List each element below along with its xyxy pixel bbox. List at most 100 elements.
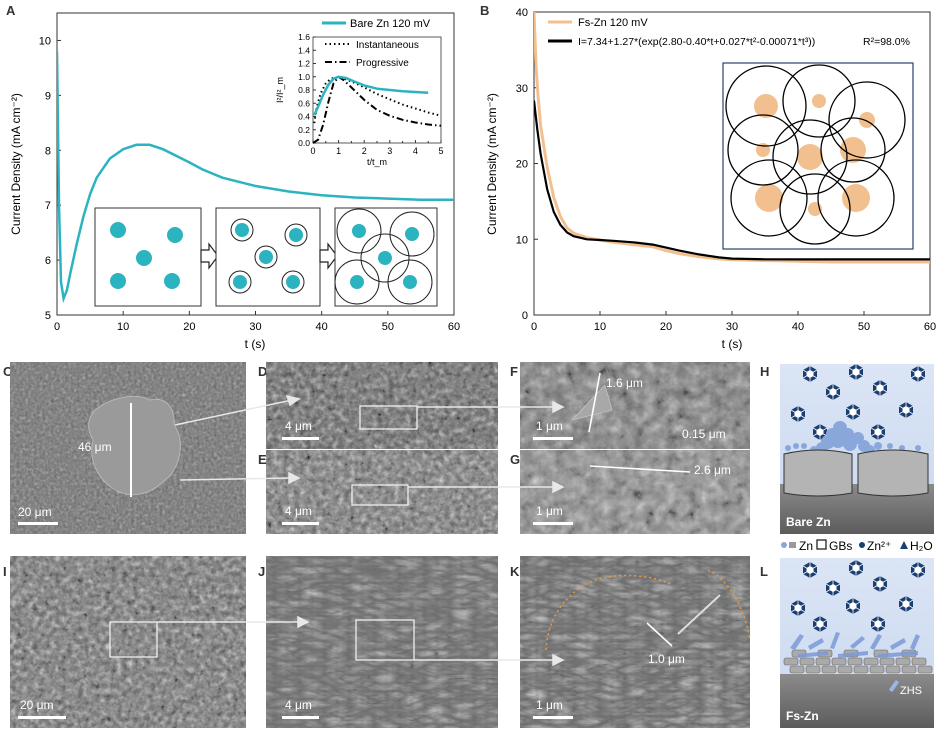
growth-circle	[254, 245, 278, 269]
x-tick-label: 40	[316, 321, 328, 333]
nucleus-dot	[350, 275, 364, 289]
scalebar-e	[282, 522, 319, 525]
growth-circle	[230, 218, 254, 242]
arrow-right-icon	[200, 242, 219, 270]
growth-circle	[727, 114, 799, 186]
legend-h2o: H₂O	[910, 539, 933, 553]
panel-label-h: H	[760, 364, 770, 379]
x-tick-label: 50	[382, 321, 394, 333]
inset-ylabel: I²/I²_m	[275, 77, 285, 103]
nucleus-dot	[167, 227, 183, 243]
sem-g-measure: 2.6 μm	[694, 463, 731, 477]
growth-circle	[336, 208, 382, 254]
inset-x-tick-label: 5	[438, 146, 443, 156]
gbs-icon	[816, 539, 827, 550]
nanorod	[677, 594, 721, 635]
y-tick-label: 20	[516, 159, 528, 171]
nucleus-dot	[110, 222, 126, 238]
chart-b-series-fit	[534, 100, 930, 261]
x-tick-label: 60	[448, 321, 460, 333]
sem-image-c	[10, 362, 246, 534]
zoom-box	[359, 405, 418, 430]
inset-y-tick-label: 1.6	[298, 32, 310, 42]
inset-x-tick-label: 4	[413, 146, 418, 156]
schematic-l-zhs: ZHS	[900, 685, 922, 697]
x-tick-label: 20	[660, 321, 672, 333]
nucleation-schematic-b	[722, 62, 914, 250]
chart-b-xlabel: t (s)	[722, 337, 743, 351]
panel-label-b: B	[480, 3, 490, 18]
schematic-l-fs-zn: ZHS Fs-Zn	[780, 558, 934, 728]
nucleus-dot	[233, 275, 247, 289]
outline-dashed	[707, 569, 751, 641]
growth-circle	[828, 81, 906, 159]
sem-f-measure-2: 0.15 μm	[682, 427, 726, 441]
panel-label-k: K	[510, 564, 520, 579]
zoom-box	[355, 619, 415, 661]
chart-b-series-fs-zn	[534, 12, 930, 264]
y-tick-label: 8	[45, 145, 51, 157]
x-tick-label: 30	[726, 321, 738, 333]
x-tick-label: 40	[792, 321, 804, 333]
inset-y-tick-label: 0.0	[298, 138, 310, 148]
nucleus-dot	[352, 224, 366, 238]
panel-label-a: A	[6, 3, 16, 18]
zn-grain	[857, 449, 929, 497]
measure-line	[588, 372, 601, 433]
chart-a-legend-label: Bare Zn 120 mV	[350, 18, 431, 30]
inset-y-tick-label: 0.6	[298, 98, 310, 108]
nucleation-schematic-a	[94, 207, 438, 307]
nucleus-dot	[136, 250, 152, 266]
zoom-box	[109, 621, 158, 658]
arrow-right-icon	[319, 242, 338, 270]
y-tick-label: 5	[45, 310, 51, 322]
inset-y-tick-label: 1.0	[298, 72, 310, 82]
growth-circle	[782, 64, 856, 138]
panel-label-f: F	[510, 364, 518, 379]
inset-y-tick-label: 1.2	[298, 59, 310, 69]
legend-gbs: GBs	[829, 539, 852, 553]
schematic-l-label: Fs-Zn	[786, 709, 819, 723]
sem-c-measure: 46 μm	[78, 440, 112, 454]
growth-circle	[281, 270, 305, 294]
nucleus-dot	[286, 275, 300, 289]
chart-b-legend-fit: I=7.34+1.27*(exp(2.80-0.40*t+0.027*t²-0.…	[578, 36, 815, 48]
chart-a-series-bare-zn	[57, 51, 454, 304]
growth-circle	[725, 65, 807, 147]
nucleus-dot	[289, 228, 303, 242]
zoom-arrows	[157, 394, 565, 667]
x-tick-label: 10	[594, 321, 606, 333]
inset-x-tick-label: 2	[362, 146, 367, 156]
inset-series-progressive	[312, 75, 442, 144]
panel-label-i: I	[3, 564, 7, 579]
chart-b-ylabel: Current Density (mA cm⁻²)	[485, 93, 499, 235]
chart-a-xlabel: t (s)	[245, 337, 266, 351]
zhs-flakes	[790, 632, 920, 658]
scalebar-f	[533, 437, 573, 440]
inset-x-tick-label: 3	[387, 146, 392, 156]
scalebar-k	[533, 716, 573, 719]
growth-circle	[284, 223, 308, 247]
chart-a-ylabel: Current Density (mA cm⁻²)	[9, 93, 23, 235]
zhs-icon	[888, 679, 900, 693]
measure-line	[646, 622, 673, 647]
y-tick-label: 7	[45, 200, 51, 212]
nucleus-blob	[797, 144, 823, 170]
growth-circle	[817, 159, 895, 237]
x-tick-label: 60	[924, 321, 936, 333]
schematic-h-label: Bare Zn	[786, 515, 831, 529]
nucleus-blob	[754, 94, 778, 118]
inset-series-bare-zn	[313, 75, 429, 116]
zn-deposit-cluster	[88, 396, 181, 495]
y-tick-label: 6	[45, 255, 51, 267]
x-tick-label: 0	[54, 321, 60, 333]
scale-text-i: 20 μm	[20, 698, 54, 712]
sem-image-k	[520, 556, 751, 728]
x-tick-label: 0	[531, 321, 537, 333]
sem-k-measure: 1.0 μm	[648, 652, 685, 666]
growth-circle	[228, 270, 252, 294]
legend-zn2: Zn²⁺	[867, 539, 891, 553]
y-tick-label: 9	[45, 90, 51, 102]
scalebar-i	[18, 716, 66, 719]
